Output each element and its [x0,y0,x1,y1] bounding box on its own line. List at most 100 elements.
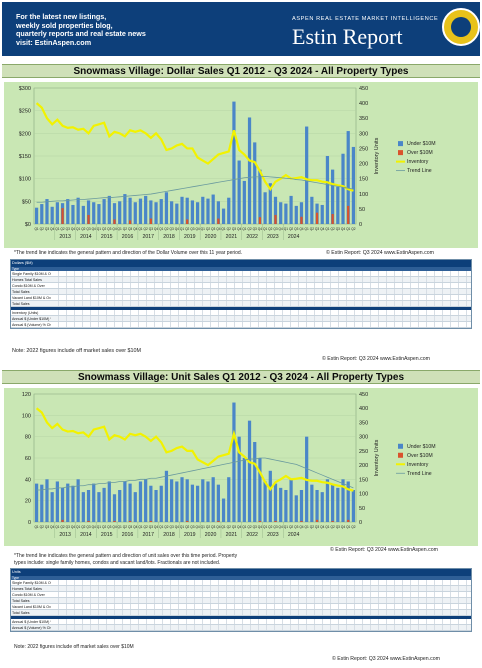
y-tick-label: 80 [25,435,31,441]
bar-under-10m [195,202,200,224]
quarter-tick-label: Q2 [351,227,355,231]
quarter-tick-label: Q3 [107,227,111,231]
y2-tick-label: 250 [359,449,368,455]
quarter-tick-label: Q3 [128,227,132,231]
bar-over-10m [186,219,189,224]
inventory-line [35,407,354,492]
quarter-tick-label: Q2 [206,227,210,231]
year-label: 2022 [246,532,258,538]
y2-axis-label: Inventory Units [374,137,380,174]
bar-under-10m [305,126,309,224]
table-row: Single Family $10M & Over [11,580,471,586]
quarter-tick-label: Q4 [175,525,179,529]
quarter-tick-label: Q3 [232,227,236,231]
quarter-tick-label: Q1 [284,525,288,529]
quarter-tick-label: Q1 [221,525,225,529]
bar-under-10m [253,142,257,224]
bar-under-10m [258,458,262,522]
bar-under-10m [299,202,304,224]
table-row-label: Total Sales [12,302,30,306]
quarter-tick-label: Q1 [159,227,163,231]
bar-under-10m [284,490,288,522]
quarter-tick-label: Q4 [237,525,241,529]
bar-under-10m [232,101,236,224]
bar-under-10m [351,146,356,224]
quarter-tick-label: Q4 [112,525,116,529]
bar-under-10m [221,208,226,224]
quarter-tick-label: Q1 [242,525,246,529]
y-tick-label: $50 [22,199,31,205]
credit-dollar: © Estin Report: Q3 2024 www.EstinAspen.c… [322,356,430,362]
bar-under-10m [97,492,101,522]
bar-under-10m [279,202,283,224]
bar-under-10m [320,204,324,224]
quarter-tick-label: Q4 [50,227,54,231]
bar-under-10m [81,205,85,224]
quarter-tick-label: Q3 [66,525,70,529]
legend-entry: Under $10M [407,444,436,450]
year-label: 2013 [59,234,71,240]
table-row-label: Dollars ($M) [12,261,33,265]
table-cells [51,295,471,300]
bar-under-10m [206,481,210,522]
quarter-tick-label: Q4 [133,227,137,231]
quarter-tick-label: Q2 [330,525,334,529]
y2-tick-label: 300 [359,435,368,441]
quarter-tick-label: Q1 [180,227,184,231]
y-tick-label: 40 [25,477,31,483]
bar-over-10m [128,220,132,224]
table-row: Vacant Land $10M & Over [11,604,471,610]
bar-over-10m [113,219,116,224]
bar-under-10m [154,490,158,522]
header-website-link[interactable]: visit: EstinAspen.com [16,37,92,47]
bar-over-10m [113,520,116,522]
legend-swatch [398,452,403,458]
header-promo: For the latest new listings, weekly sold… [16,12,186,47]
quarter-tick-label: Q3 [66,227,70,231]
quarter-tick-label: Q1 [34,525,38,529]
bar-over-10m [300,520,303,522]
year-label: 2018 [163,532,175,538]
table-row: Annual $ (Under $10M) % Chg [11,316,471,322]
quarter-tick-label: Q4 [195,227,199,231]
quarter-tick-label: Q4 [71,227,75,231]
quarter-tick-label: Q2 [81,227,85,231]
year-label: 2024 [288,532,300,538]
quarter-tick-label: Q1 [76,227,80,231]
y2-tick-label: 150 [359,177,368,183]
year-label: 2021 [226,532,238,538]
bar-under-10m [346,481,350,522]
quarter-tick-label: Q1 [242,227,246,231]
bar-over-10m [87,214,90,224]
unit-sales-chart: 0 20 40 60 80 100 120 0 50 100 150 200 250 300 350 400 4… [4,388,478,546]
bar-under-10m [71,204,75,224]
y-tick-label: 100 [22,413,31,419]
bar-under-10m [164,192,169,224]
table-row-label: Total Sales [12,599,30,603]
quarter-tick-label: Q1 [55,525,59,529]
legend-entry: Trend Line [407,471,432,477]
bar-under-10m [268,470,272,522]
bar-over-10m [315,212,319,224]
bar-under-10m [247,420,252,522]
year-label: 2016 [122,532,134,538]
bar-under-10m [86,200,91,224]
bar-under-10m [336,186,340,224]
table-row: Annual $ (Volume) % Chg [11,625,471,631]
header-line: weekly sold properties blog, [16,20,113,30]
year-label: 2024 [288,234,300,240]
table-row: Condo $10M & Over [11,592,471,598]
quarter-tick-label: Q2 [268,525,272,529]
bar-under-10m [242,180,246,224]
table-row-label: Annual $ (Under $10M) % Chg [12,317,51,321]
legend-entry: Inventory [407,462,429,468]
table-cells [51,310,471,315]
bar-under-10m [206,198,210,224]
quarter-tick-label: Q1 [159,525,163,529]
bar-under-10m [112,203,117,224]
bar-under-10m [320,492,324,522]
quarter-tick-label: Q4 [258,227,262,231]
badge-center [451,17,471,37]
table-row: Annual $ (Under $10M) % Chg [11,619,471,625]
